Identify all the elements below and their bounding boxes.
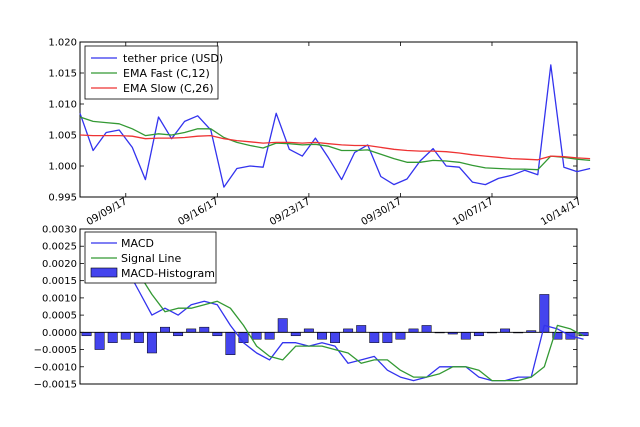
histogram-bar [369, 332, 380, 343]
histogram-bar [264, 332, 275, 340]
y-tick-label: 1.020 [48, 38, 77, 49]
y-tick-label: 1.005 [48, 131, 77, 142]
y-tick-label: 0.0015 [42, 276, 77, 287]
histogram-bar [212, 332, 223, 337]
series-line-signal-line [86, 231, 584, 382]
histogram-bar [277, 318, 288, 333]
x-tick-label: 09/16/17 [176, 196, 220, 228]
price-y-ticks: 0.995 1.000 1.005 1.010 1.015 1.020 [48, 38, 577, 204]
legend-label-tether-price: tether price (USD) [123, 52, 223, 65]
price-series [79, 64, 591, 188]
legend-label-ema-slow: EMA Slow (C,26) [123, 82, 213, 95]
y-tick-label: 0.0020 [42, 259, 77, 270]
y-tick-label: 1.015 [48, 69, 77, 80]
x-tick-label: 10/14/17 [539, 196, 583, 228]
macd-legend: MACD Signal Line MACD-Histogram [84, 231, 217, 284]
histogram-bar [317, 332, 327, 340]
histogram-bar [94, 332, 105, 350]
y-tick-label: 0.0025 [42, 242, 77, 253]
histogram-bar [408, 328, 419, 333]
histogram-bar [330, 332, 340, 343]
histogram-bar [81, 332, 92, 337]
y-tick-label: 0.0005 [42, 311, 77, 322]
histogram-bar [460, 332, 471, 340]
histogram-bar [356, 325, 367, 333]
histogram-bar [251, 332, 262, 340]
x-tick-label: 10/07/17 [451, 196, 495, 228]
macd-y-ticks: −0.0015 −0.0010 −0.0005 0.0000 0.0005 0.0010 0… [34, 225, 577, 391]
y-tick-label: 1.000 [48, 162, 77, 173]
legend-label-signal-line: Signal Line [121, 252, 181, 265]
y-tick-label: −0.0015 [34, 380, 77, 391]
series-line-ema-fast-c-12 [79, 116, 591, 171]
x-tick-label: 09/23/17 [268, 196, 312, 228]
x-tick-label: 09/30/17 [360, 196, 404, 228]
y-tick-label: 0.0030 [42, 225, 77, 236]
y-tick-label: −0.0005 [34, 345, 77, 356]
histogram-bar [199, 326, 210, 333]
series-line-ema-slow-c-26 [79, 134, 591, 161]
histogram-bar [290, 332, 301, 337]
histogram-bar [500, 328, 511, 333]
histogram-bar [395, 332, 406, 340]
price-legend: tether price (USD) EMA Fast (C,12) EMA S… [84, 45, 223, 100]
macd-panel: −0.0015 −0.0010 −0.0005 0.0000 0.0005 0.0010 0… [34, 225, 589, 391]
y-tick-label: −0.0010 [34, 362, 77, 373]
y-tick-label: 1.010 [48, 100, 77, 111]
legend-label-histogram: MACD-Histogram [121, 267, 215, 280]
legend-swatch-histogram [90, 267, 118, 278]
histogram-bar [120, 332, 131, 340]
y-tick-label: 0.0000 [42, 328, 77, 339]
x-tick-label: 09/09/17 [85, 196, 129, 228]
y-tick-label: 0.0010 [42, 293, 77, 304]
histogram-bar [382, 332, 393, 343]
histogram-bar [160, 326, 170, 333]
y-tick-label: 0.995 [48, 193, 77, 204]
legend-label-macd: MACD [121, 237, 154, 250]
histogram-bar [421, 325, 432, 333]
macd-series [85, 231, 584, 382]
legend-label-ema-fast: EMA Fast (C,12) [123, 67, 210, 80]
histogram-bar [146, 332, 157, 354]
histogram-bar [225, 332, 236, 355]
histogram-bar [133, 332, 144, 343]
histogram-bar [303, 328, 314, 333]
histogram-bar [473, 332, 484, 337]
histogram-bar [343, 328, 354, 333]
series-line-tether-price-usd [79, 64, 591, 188]
histogram-bar [173, 332, 184, 337]
histogram-bar [107, 332, 118, 343]
histogram-bar [186, 328, 197, 333]
macd-histogram-bars [81, 294, 589, 355]
